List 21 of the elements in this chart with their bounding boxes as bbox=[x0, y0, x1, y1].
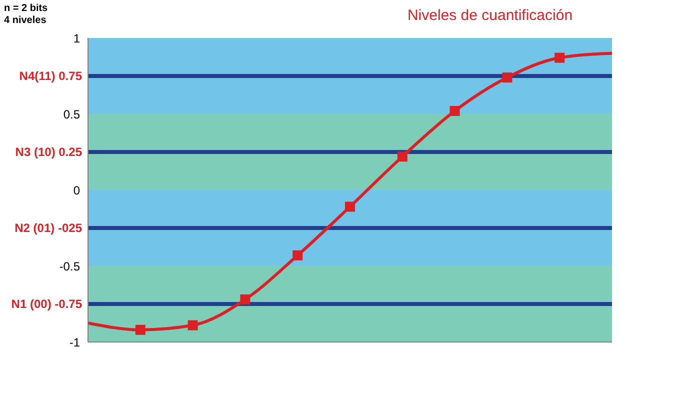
point bbox=[397, 152, 408, 162]
ref-line-label: N3 (10) 0.25 bbox=[15, 145, 82, 159]
point bbox=[135, 324, 146, 335]
y-tick-label: 0.5 bbox=[63, 107, 80, 122]
point bbox=[450, 106, 460, 116]
text: n = 2 bits bbox=[4, 3, 48, 15]
y-tick-label: -0.5 bbox=[59, 259, 80, 274]
point bbox=[502, 72, 512, 83]
point bbox=[345, 202, 355, 212]
point bbox=[292, 250, 303, 260]
ref-line-label: N4(11) 0.75 bbox=[19, 69, 82, 83]
y-tick-label: 0 bbox=[73, 183, 80, 198]
text: 4 niveles bbox=[4, 15, 48, 27]
chart-title: Niveles de cuantificación bbox=[406, 7, 574, 24]
ref-line-label: N2 (01) -025 bbox=[14, 221, 82, 235]
point bbox=[188, 320, 198, 330]
ref-line-label: N1 (00) -0.75 bbox=[11, 297, 82, 311]
y-tick-label: 1 bbox=[73, 31, 80, 46]
y-tick-label: -1 bbox=[69, 335, 80, 350]
point bbox=[240, 294, 250, 304]
point bbox=[554, 52, 565, 63]
